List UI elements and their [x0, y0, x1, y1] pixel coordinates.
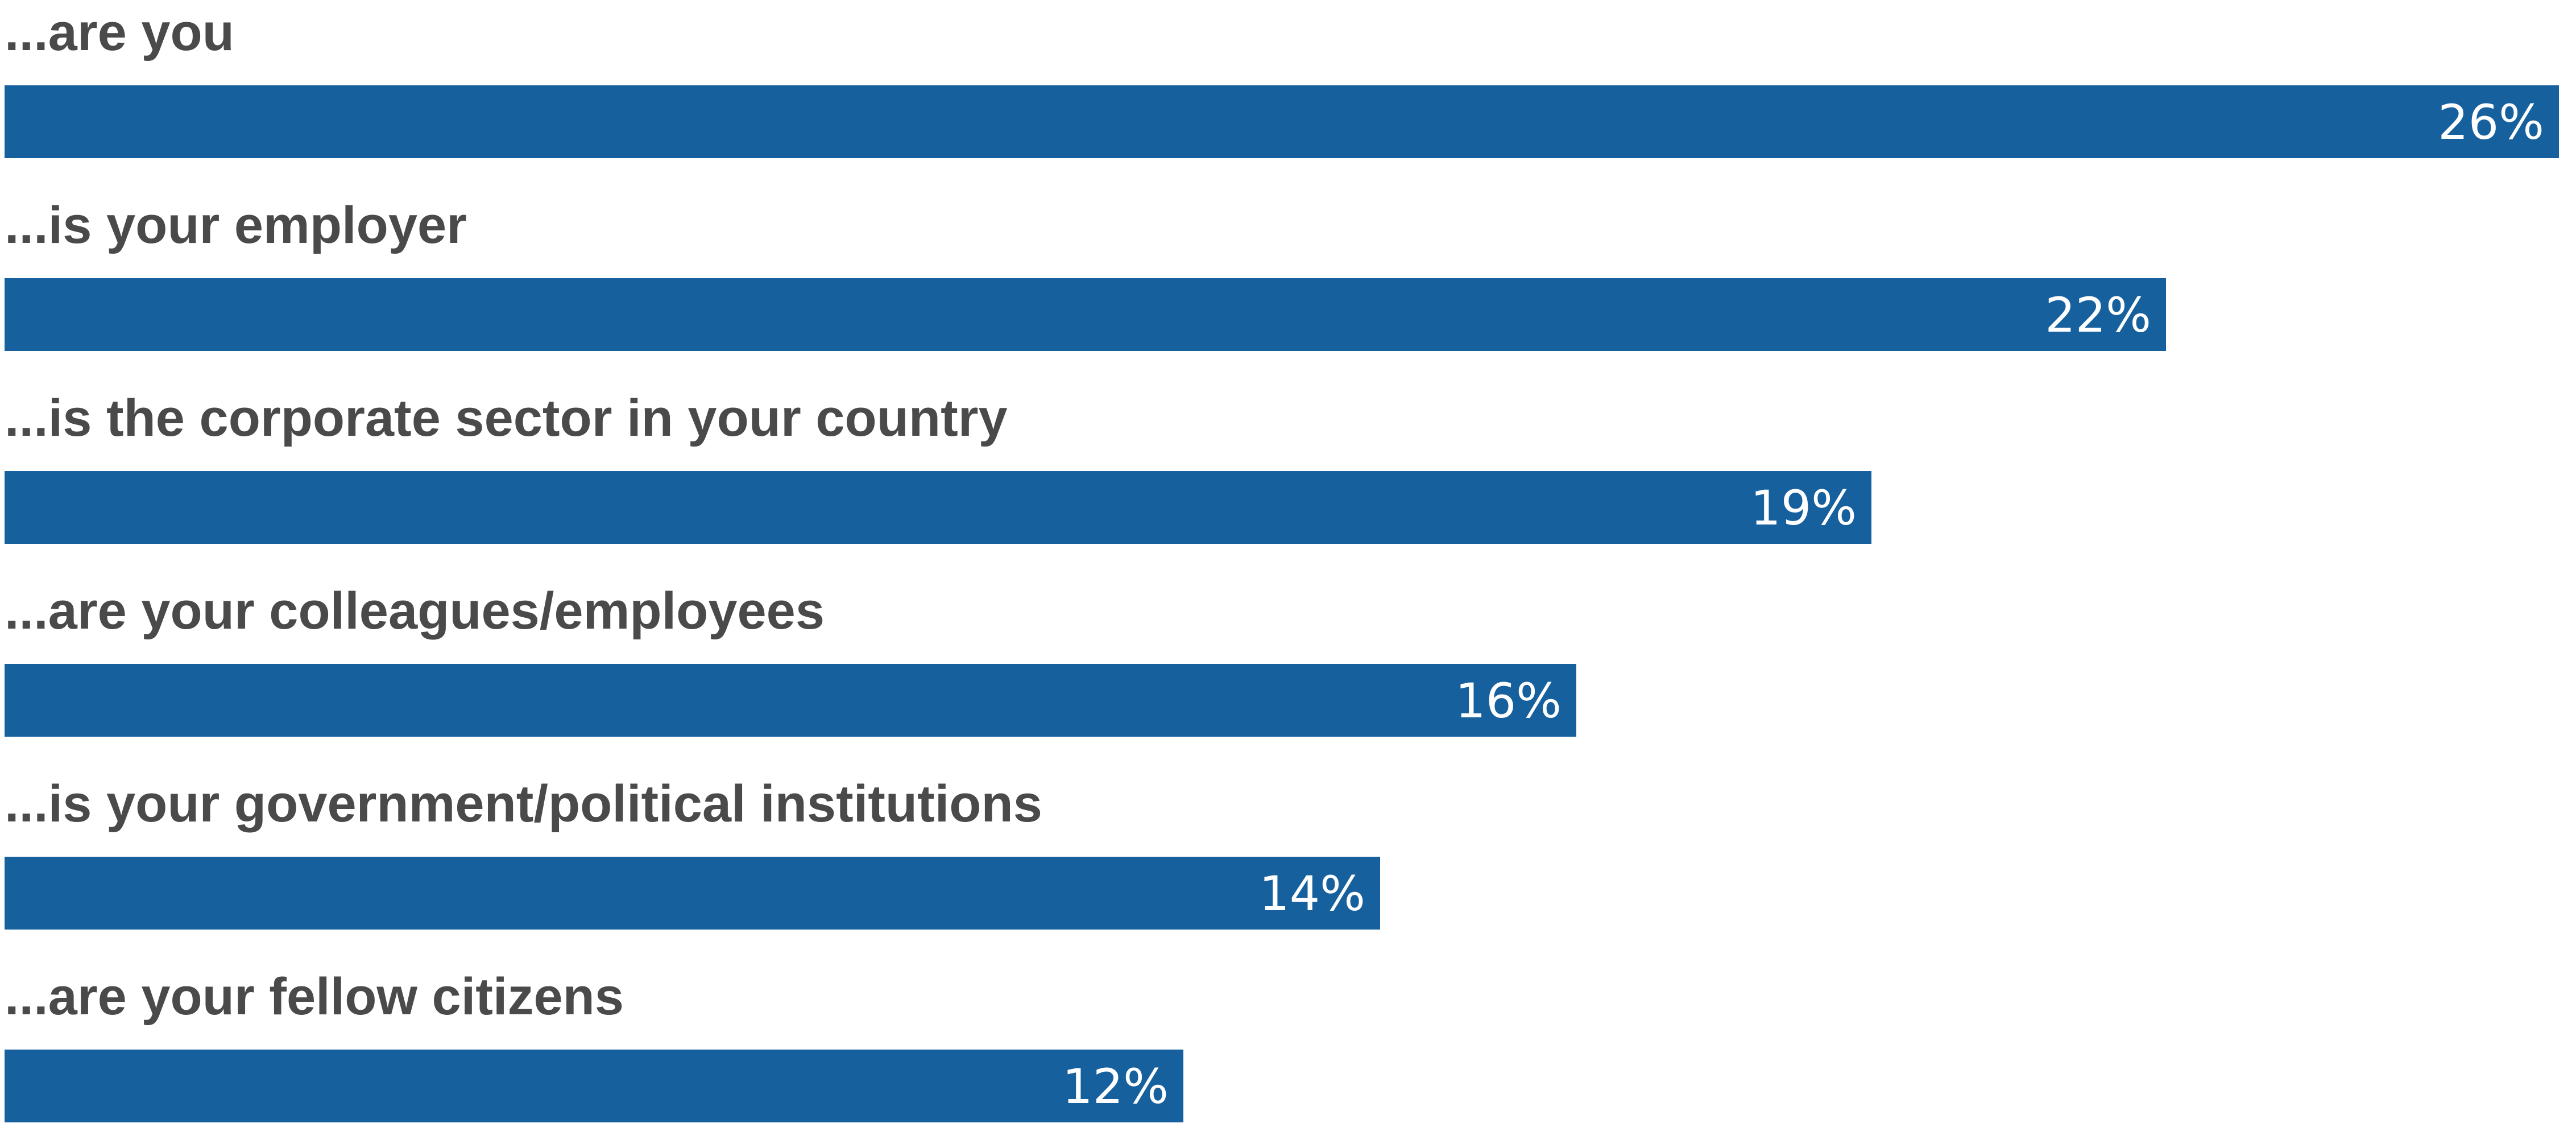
- value-label: 14%: [1259, 866, 1365, 922]
- category-label: ...is your government/political institut…: [5, 775, 1042, 833]
- category-label: ...is your employer: [5, 196, 467, 254]
- bar: [5, 85, 2559, 158]
- value-label: 22%: [2045, 287, 2151, 343]
- bar: [5, 664, 1576, 737]
- value-label: 16%: [1455, 673, 1562, 729]
- bar: [5, 278, 2166, 351]
- category-label: ...are your fellow citizens: [5, 968, 624, 1026]
- category-label: ...are your colleagues/employees: [5, 582, 825, 640]
- bar: [5, 1050, 1183, 1122]
- bar: [5, 471, 1871, 544]
- value-label: 19%: [1750, 480, 1857, 536]
- category-label: ...are you: [5, 3, 234, 61]
- value-label: 12%: [1062, 1059, 1169, 1114]
- value-label: 26%: [2438, 94, 2544, 150]
- bar: [5, 857, 1380, 930]
- category-label: ...is the corporate sector in your count…: [5, 389, 1008, 447]
